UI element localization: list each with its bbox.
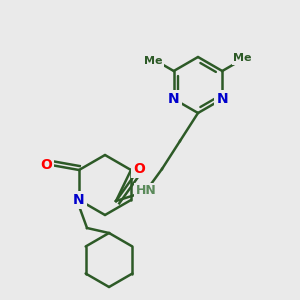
Text: O: O (40, 158, 52, 172)
Text: N: N (216, 92, 228, 106)
Text: Me: Me (233, 53, 252, 64)
Text: Me: Me (144, 56, 163, 65)
Text: N: N (168, 92, 180, 106)
Text: O: O (133, 162, 145, 176)
Text: HN: HN (136, 184, 156, 197)
Text: N: N (73, 193, 85, 207)
